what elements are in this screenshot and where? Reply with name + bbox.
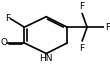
Text: F: F: [80, 2, 85, 11]
Text: F: F: [5, 14, 10, 23]
Text: O: O: [0, 38, 7, 47]
Text: F: F: [105, 23, 110, 32]
Text: HN: HN: [39, 54, 53, 62]
Text: F: F: [80, 44, 85, 53]
